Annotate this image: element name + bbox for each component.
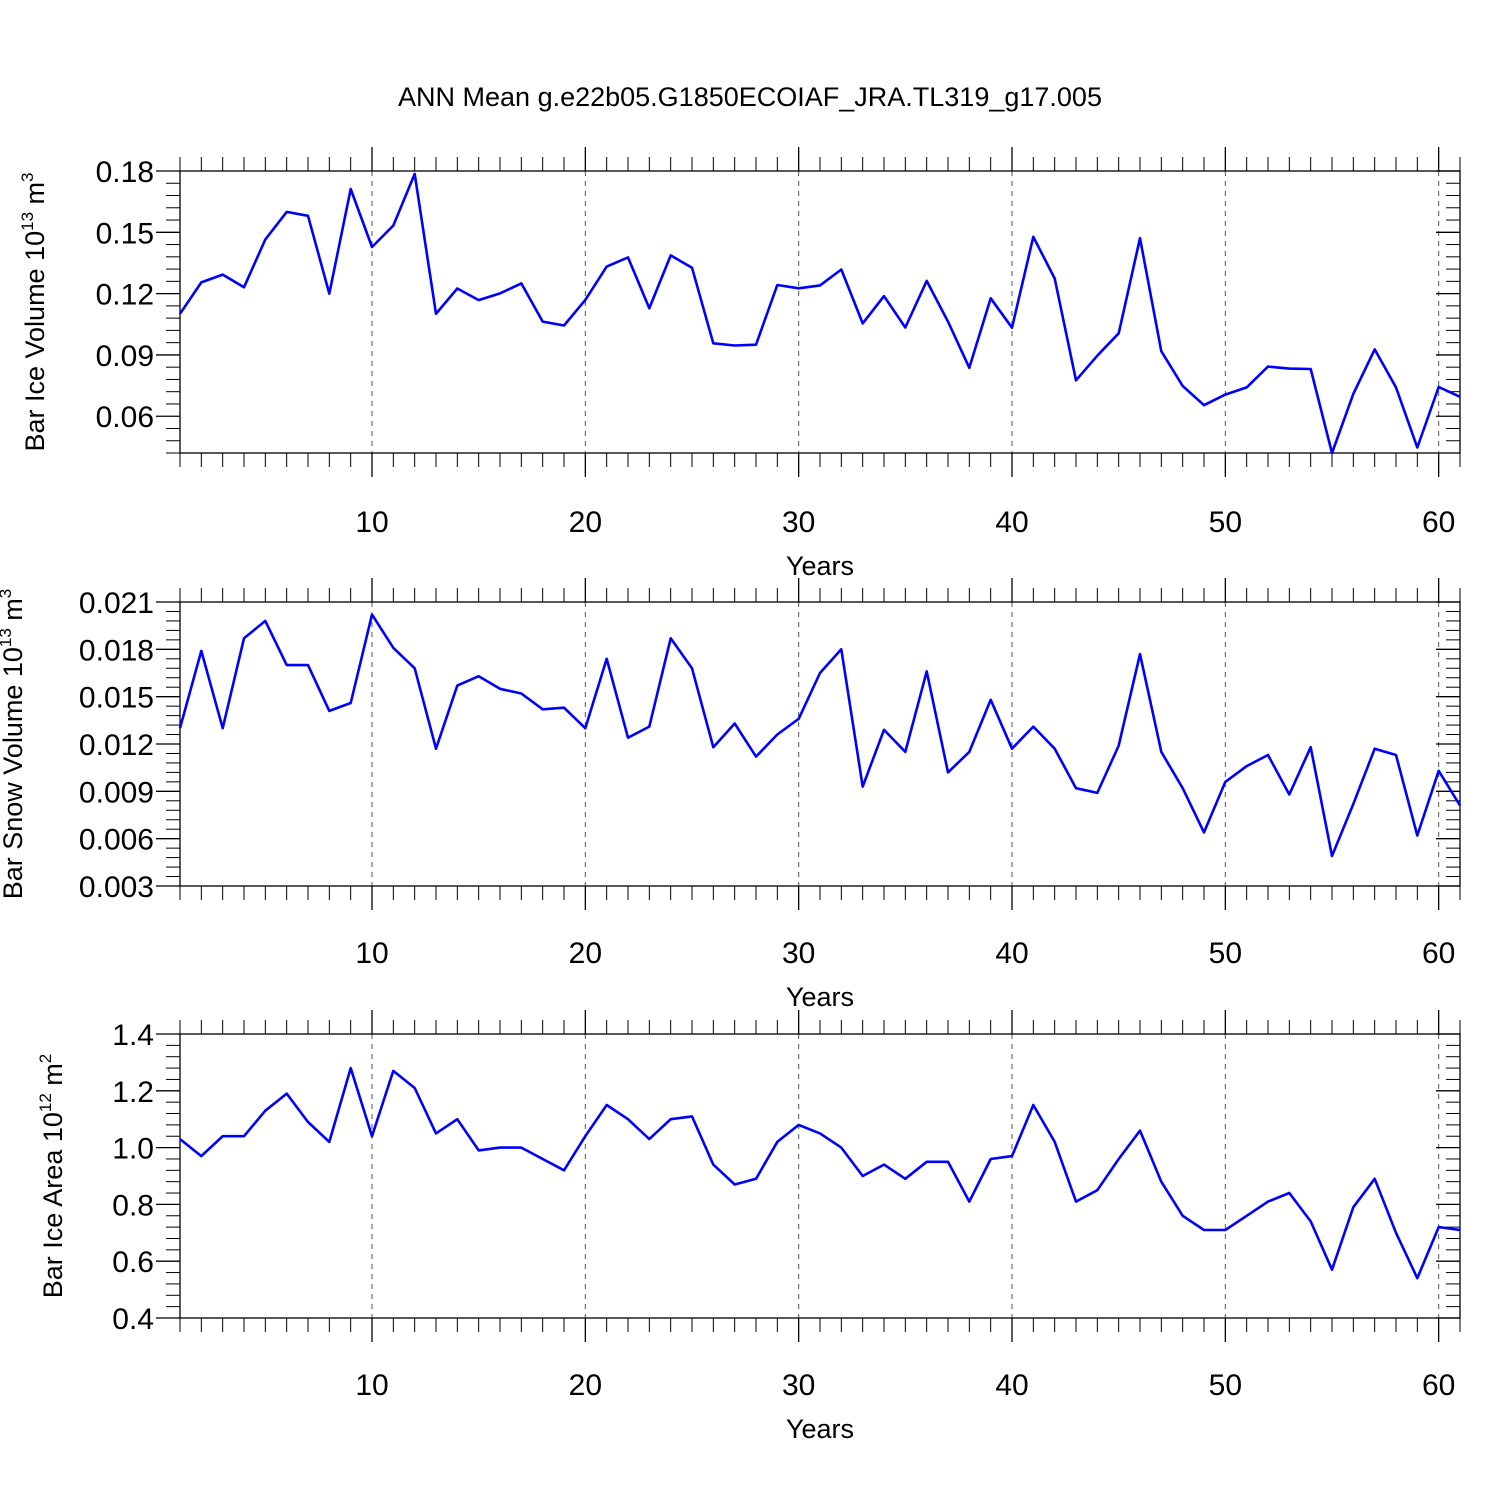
y-tick-label: 0.09 (96, 340, 154, 373)
y-tick-label: 0.015 (79, 682, 154, 715)
y-axis-title: Bar Ice Area 1012 m2 (36, 1054, 68, 1299)
x-tick-label: 30 (782, 1369, 815, 1402)
y-tick-label: 0.009 (79, 776, 154, 809)
y-tick-label: 0.4 (112, 1303, 154, 1336)
y-tick-label: 0.6 (112, 1246, 154, 1279)
x-tick-label: 40 (995, 1369, 1028, 1402)
x-tick-label: 60 (1422, 1369, 1455, 1402)
x-tick-label: 10 (355, 1369, 388, 1402)
series-line (179, 1066, 1461, 1280)
y-tick-label: 0.18 (96, 156, 154, 189)
x-tick-label: 50 (1209, 937, 1242, 970)
y-tick-label: 0.12 (96, 279, 154, 312)
x-tick-label: 30 (782, 506, 815, 539)
y-axis-title: Bar Ice Volume 1013 m3 (18, 172, 50, 451)
series-line (178, 172, 1461, 455)
y-tick-label: 0.06 (96, 401, 154, 434)
x-axis-title: Years (786, 551, 854, 581)
y-tick-label: 1.2 (112, 1076, 154, 1109)
x-tick-label: 60 (1422, 937, 1455, 970)
y-tick-label: 0.021 (79, 587, 154, 620)
x-tick-label: 10 (355, 937, 388, 970)
x-axis-title: Years (786, 982, 854, 1012)
panel-3: 10 20 30 40 50 60 0.4 0.6 0.8 1.0 1.2 1.4 Years Bar I… (36, 1010, 1461, 1444)
y-tick-label: 0.15 (96, 217, 154, 250)
x-tick-label: 20 (569, 1369, 602, 1402)
y-tick-label: 0.012 (79, 729, 154, 762)
x-tick-label: 20 (569, 937, 602, 970)
chart-title: ANN Mean g.e22b05.G1850ECOIAF_JRA.TL319_… (398, 82, 1102, 112)
x-tick-label: 40 (995, 506, 1028, 539)
panel-2: 10 20 30 40 50 60 0.003 0.006 0.009 0.012 0.015 0.0… (0, 578, 1462, 1012)
x-tick-label: 50 (1209, 1369, 1242, 1402)
y-tick-label: 1.0 (112, 1133, 154, 1166)
y-tick-label: 0.003 (79, 871, 154, 904)
y-axis-title: Bar Snow Volume 1013 m3 (0, 589, 28, 900)
y-tick-label: 0.018 (79, 634, 154, 667)
y-tick-label: 1.4 (112, 1019, 154, 1052)
series-line (178, 613, 1462, 858)
x-tick-label: 40 (995, 937, 1028, 970)
x-tick-label: 30 (782, 937, 815, 970)
plot-frame (179, 1033, 1461, 1319)
y-tick-label: 0.8 (112, 1189, 154, 1222)
y-tick-label: 0.006 (79, 824, 154, 857)
x-tick-label: 10 (355, 506, 388, 539)
x-tick-label: 50 (1209, 506, 1242, 539)
x-tick-label: 20 (569, 506, 602, 539)
plot-frame (179, 601, 1461, 887)
x-tick-label: 60 (1422, 506, 1455, 539)
panel-1: 10 20 30 40 50 60 0.06 0.09 0.12 0.15 0.18 Years Bar… (18, 147, 1461, 581)
x-axis-title: Years (786, 1414, 854, 1444)
